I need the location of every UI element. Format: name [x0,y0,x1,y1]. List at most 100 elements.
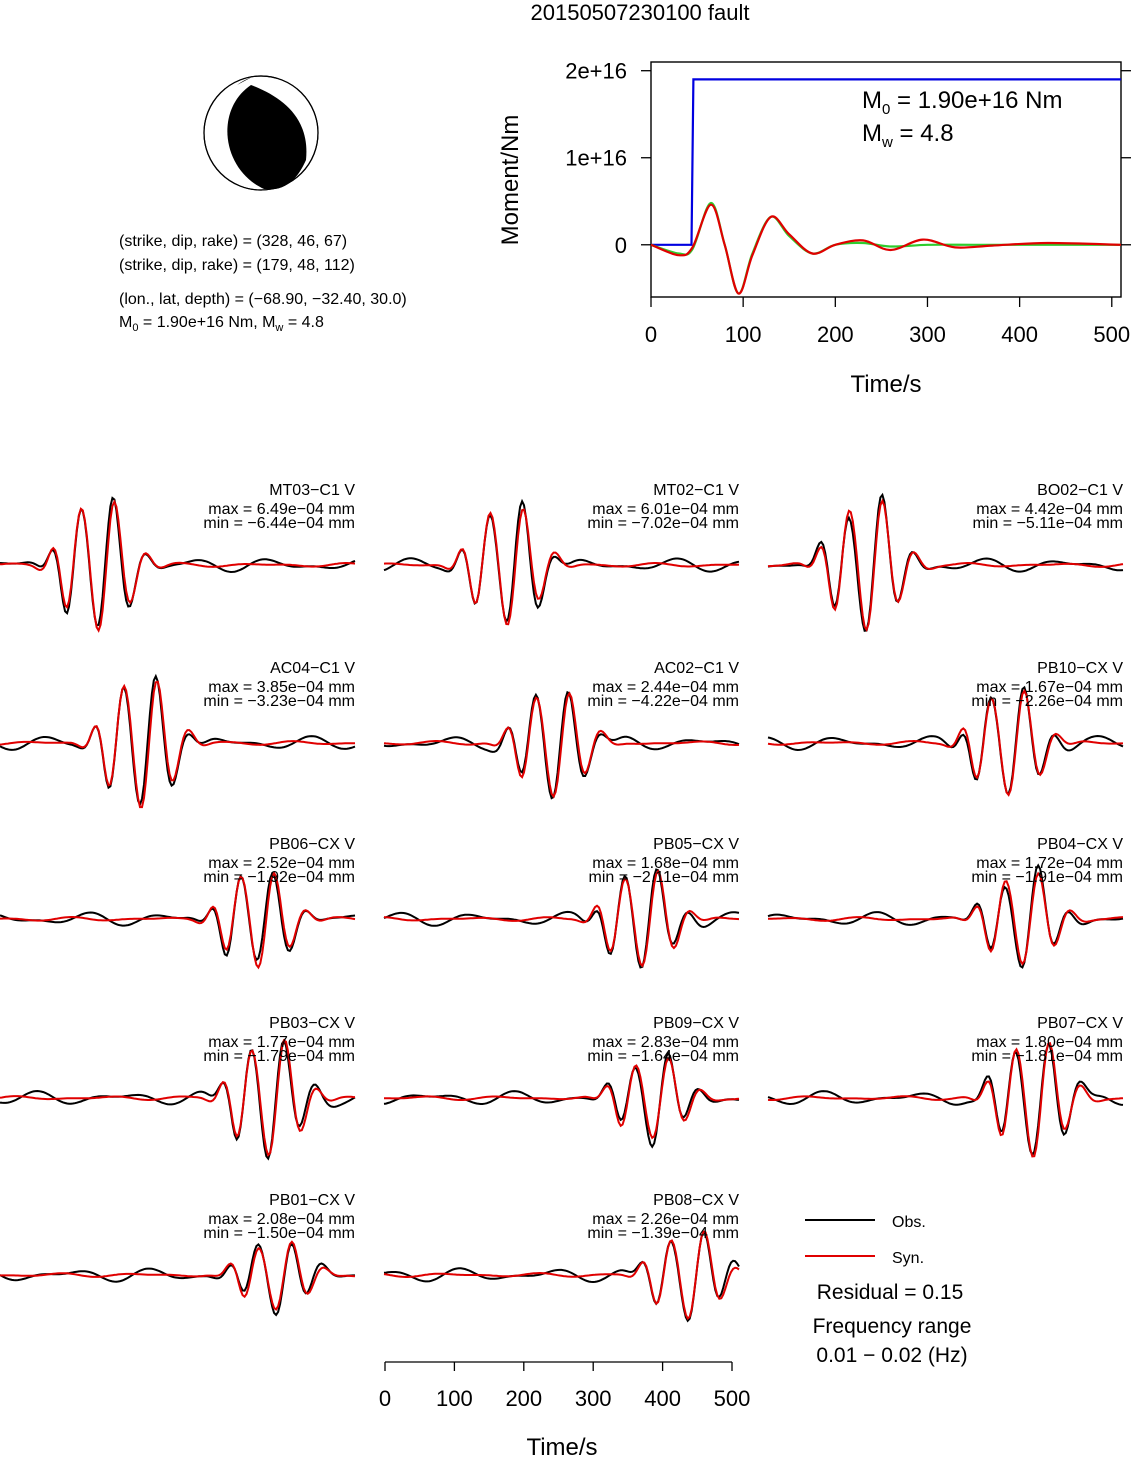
station-max: max = 6.49e−04 mm [208,501,355,518]
station-max: max = 4.42e−04 mm [976,501,1123,518]
synthetic-trace [768,498,1124,632]
moment-magnitude-line: M0 = 1.90e+16 Nm, Mw = 4.8 [119,314,324,334]
observed-trace [767,1043,1124,1157]
moment-xtick-label: 400 [1001,322,1038,347]
nodal-plane-2: (strike, dip, rake) = (179, 48, 112) [119,257,355,274]
station-min: min = −2.11e−04 mm [589,869,739,886]
station-min: min = −2.26e−04 mm [971,693,1123,710]
station-name: PB07−CX V [1037,1015,1123,1032]
station-name: PB01−CX V [269,1192,355,1209]
synthetic-trace [383,691,740,799]
observed-trace [0,871,356,962]
station-name: MT03−C1 V [269,482,355,499]
moment-function-chart: 0 100 200 300 400 500 0 1e+16 2e+16 Moment/Nm Ti… [497,59,1131,398]
station-name: PB09−CX V [653,1015,739,1032]
moment-xtick-label: 100 [725,322,762,347]
station-max: max = 2.44e−04 mm [592,679,739,696]
frequency-range-value: 0.01 − 0.02 (Hz) [816,1344,967,1367]
station-min: min = −4.22e−04 mm [587,693,739,710]
observed-trace [767,685,1124,796]
moment-xlabel: Time/s [850,371,921,398]
station-min: min = −6.44e−04 mm [203,515,355,532]
bottom-xtick-label: 400 [644,1386,681,1411]
station-name: PB06−CX V [269,836,355,853]
location-depth: (lon., lat, depth) = (−68.90, −32.40, 30… [119,291,407,308]
station-min: min = −1.64e−04 mm [587,1048,739,1065]
synthetic-trace [0,499,356,633]
station-max: max = 6.01e−04 mm [592,501,739,518]
station-max: max = 2.26e−04 mm [592,1211,739,1228]
moment-ytick-label: 1e+16 [565,146,627,171]
station-max: max = 1.80e−04 mm [976,1034,1123,1051]
bottom-xtick-label: 0 [379,1386,391,1411]
synthetic-trace [383,508,740,626]
station-max: max = 1.67e−04 mm [976,679,1123,696]
moment-xtick-label: 300 [909,322,946,347]
moment-ytick-label: 0 [615,233,627,258]
bottom-xlabel: Time/s [526,1434,597,1458]
residual-text: Residual = 0.15 [817,1281,964,1304]
moment-series-0 [651,78,1121,246]
moment-xtick-label: 0 [645,322,657,347]
station-name: PB10−CX V [1037,660,1123,677]
station-min: min = −5.11e−04 mm [973,515,1123,532]
station-name: PB03−CX V [269,1015,355,1032]
synthetic-trace [384,1056,740,1140]
station-min: min = −1.50e−04 mm [203,1225,355,1242]
legend-obs-label: Obs. [892,1214,926,1231]
station-max: max = 1.68e−04 mm [592,855,739,872]
station-name: PB05−CX V [653,836,739,853]
station-name: MT02−C1 V [653,482,739,499]
bottom-xtick-label: 100 [436,1386,473,1411]
moment-ytick-label: 2e+16 [565,59,627,84]
station-min: min = −1.79e−04 mm [203,1048,355,1065]
station-max: max = 2.83e−04 mm [592,1034,739,1051]
station-min: min = −7.02e−04 mm [587,515,739,532]
synthetic-trace [0,680,355,809]
station-min: min = −1.81e−04 mm [971,1048,1123,1065]
station-min: min = −1.92e−04 mm [203,869,355,886]
station-name: PB08−CX V [653,1192,739,1209]
station-min: min = −3.23e−04 mm [203,693,355,710]
synthetic-trace [383,1230,740,1321]
synthetic-trace [383,869,740,968]
moment-ylabel: Moment/Nm [497,115,524,246]
moment-axis-ticks: 0 100 200 300 400 500 0 1e+16 2e+16 [565,59,1131,347]
station-name: BO02−C1 V [1037,482,1123,499]
moment-xtick-label: 500 [1093,322,1130,347]
bottom-time-axis: 0 100 200 300 400 500 [379,1361,751,1411]
station-max: max = 3.85e−04 mm [208,679,355,696]
station-max: max = 2.52e−04 mm [208,855,355,872]
moment-xtick-label: 200 [817,322,854,347]
source-parameters: (strike, dip, rake) = (328, 46, 67) (str… [119,233,407,334]
station-max: max = 1.72e−04 mm [976,855,1123,872]
bottom-xtick-label: 300 [575,1386,612,1411]
synthetic-trace [768,871,1124,966]
station-max: max = 1.77e−04 mm [208,1034,355,1051]
moment-m0-annotation: M0 = 1.90e+16 Nm [862,87,1062,118]
station-name: PB04−CX V [1037,836,1123,853]
bottom-xtick-label: 500 [714,1386,751,1411]
station-min: min = −1.39e−04 mm [587,1225,739,1242]
frequency-range-title: Frequency range [813,1315,972,1338]
legend-syn-label: Syn. [892,1250,924,1267]
station-min: min = −1.91e−04 mm [971,869,1123,886]
bottom-xtick-label: 200 [505,1386,542,1411]
observed-trace [383,868,740,969]
beachball-icon [203,75,319,191]
nodal-plane-1: (strike, dip, rake) = (328, 46, 67) [119,233,347,250]
